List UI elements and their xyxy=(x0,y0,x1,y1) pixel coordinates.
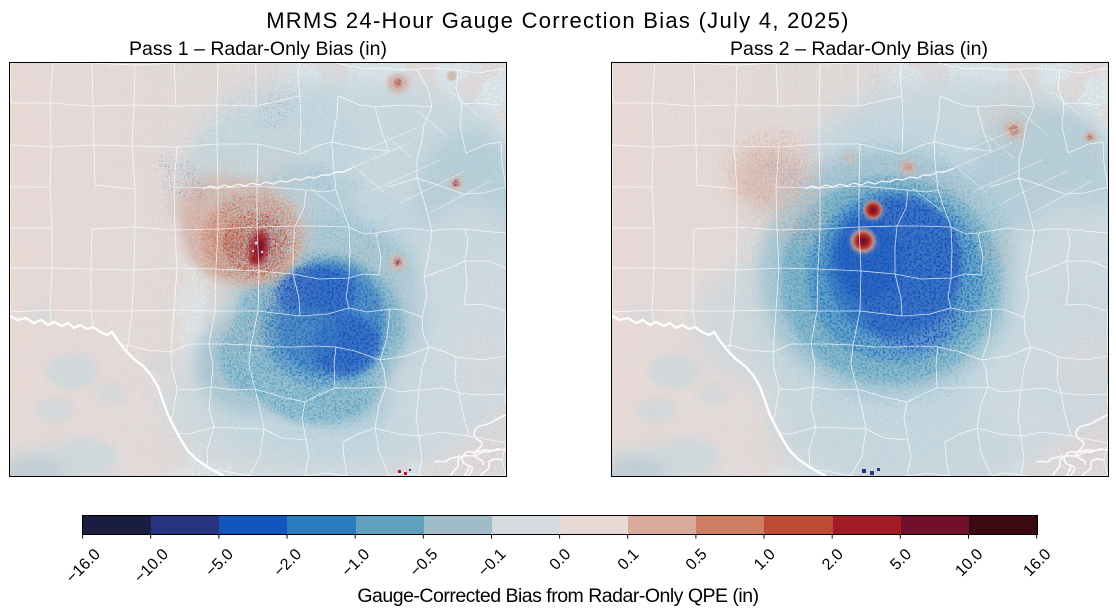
svg-text:−16.0: −16.0 xyxy=(63,546,104,587)
svg-text:2.0: 2.0 xyxy=(819,546,847,574)
svg-text:−10.0: −10.0 xyxy=(131,546,172,587)
svg-text:0.5: 0.5 xyxy=(683,546,711,574)
svg-text:16.0: 16.0 xyxy=(1020,546,1054,580)
svg-text:10.0: 10.0 xyxy=(952,546,986,580)
svg-text:1.0: 1.0 xyxy=(751,546,779,574)
svg-text:−0.1: −0.1 xyxy=(475,546,509,580)
svg-text:5.0: 5.0 xyxy=(887,546,915,574)
svg-text:0.0: 0.0 xyxy=(547,546,575,574)
svg-text:−0.5: −0.5 xyxy=(407,546,441,580)
svg-text:−1.0: −1.0 xyxy=(339,546,373,580)
svg-text:−2.0: −2.0 xyxy=(271,546,305,580)
svg-text:0.1: 0.1 xyxy=(615,546,643,574)
svg-text:−5.0: −5.0 xyxy=(203,546,237,580)
